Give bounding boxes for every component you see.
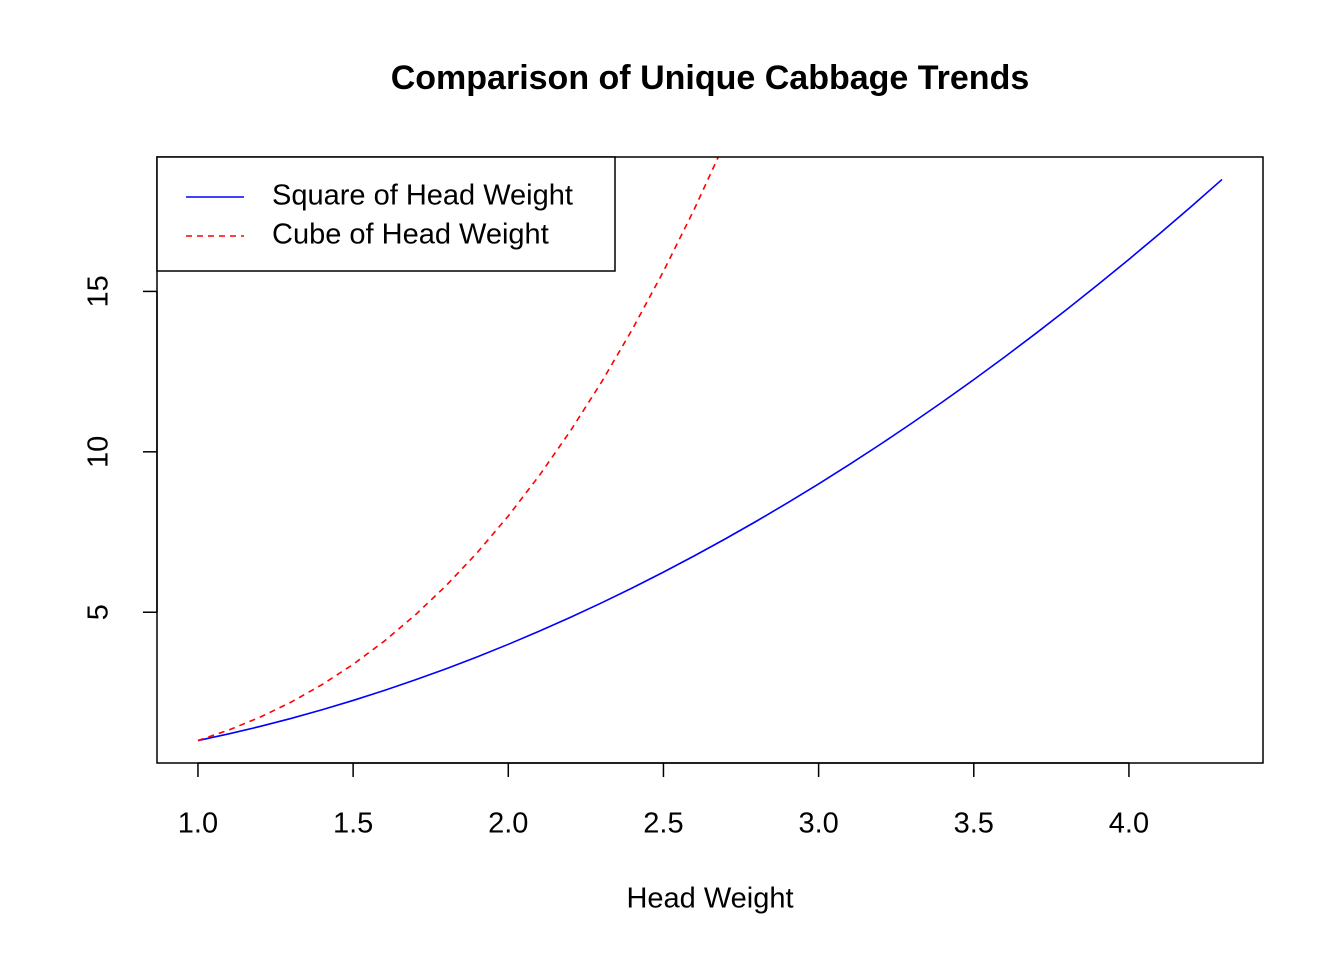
chart-title: Comparison of Unique Cabbage Trends — [391, 59, 1030, 97]
y-tick-label: 5 — [83, 604, 115, 620]
x-tick-label: 3.0 — [798, 808, 838, 840]
y-tick-label: 15 — [83, 275, 115, 307]
x-tick-label: 2.5 — [643, 808, 683, 840]
legend-box — [156, 156, 616, 272]
x-axis-label: Head Weight — [626, 883, 793, 915]
y-tick-label: 10 — [83, 436, 115, 468]
legend-label: Cube of Head Weight — [272, 219, 549, 251]
x-tick-label: 1.0 — [178, 808, 218, 840]
series-line — [197, 178, 1223, 742]
x-tick-label: 3.5 — [954, 808, 994, 840]
plot-area — [197, 157, 1223, 742]
x-tick-label: 2.0 — [488, 808, 528, 840]
x-tick-label: 4.0 — [1109, 808, 1149, 840]
x-tick-label: 1.5 — [333, 808, 373, 840]
legend-label: Square of Head Weight — [272, 180, 573, 212]
series-line — [197, 157, 720, 742]
